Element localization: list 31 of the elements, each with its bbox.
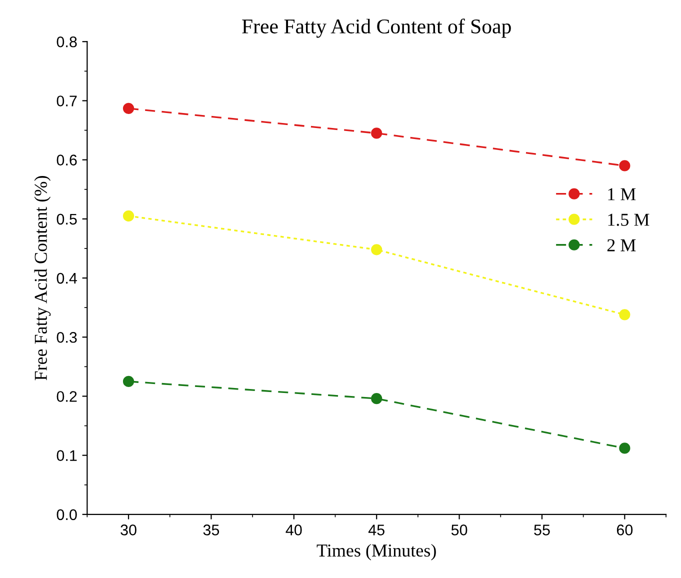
- x-tick-label: 60: [616, 524, 633, 536]
- x-tick-label: 50: [451, 524, 468, 536]
- point: [619, 309, 630, 320]
- y-tick-label: 0.7: [56, 96, 77, 106]
- x-axis-title: Times (Minutes): [316, 544, 436, 560]
- point: [619, 442, 630, 454]
- point: [371, 244, 382, 256]
- x-tick-label: 40: [286, 524, 302, 536]
- point: [122, 102, 134, 114]
- point: [371, 393, 382, 404]
- y-tick-label: 0.4: [56, 272, 77, 284]
- point: [619, 160, 630, 172]
- chart-title: Free Fatty Acid Content of Soap: [242, 18, 511, 38]
- y-tick-label: 0.5: [56, 214, 77, 225]
- y-tick-label: 0.3: [56, 332, 77, 343]
- point: [122, 376, 134, 387]
- x-tick-label: 35: [203, 524, 220, 536]
- y-tick-label: 0.8: [56, 36, 77, 48]
- point: [371, 128, 382, 139]
- legend-label: 2 M: [607, 239, 636, 252]
- point: [122, 210, 134, 222]
- legend-label: 1.5 M: [608, 214, 650, 226]
- x-tick-label: 55: [534, 524, 550, 536]
- legend-label: 1 M: [608, 188, 636, 200]
- y-axis-title: Free Fatty Acid Content (%): [34, 176, 51, 380]
- y-tick-label: 0.0: [56, 509, 77, 520]
- x-tick-label: 30: [120, 524, 136, 536]
- y-tick-label: 0.1: [56, 450, 77, 462]
- x-tick-label: 45: [368, 524, 384, 536]
- y-tick-label: 0.2: [56, 391, 77, 402]
- y-tick-label: 0.6: [56, 154, 77, 166]
